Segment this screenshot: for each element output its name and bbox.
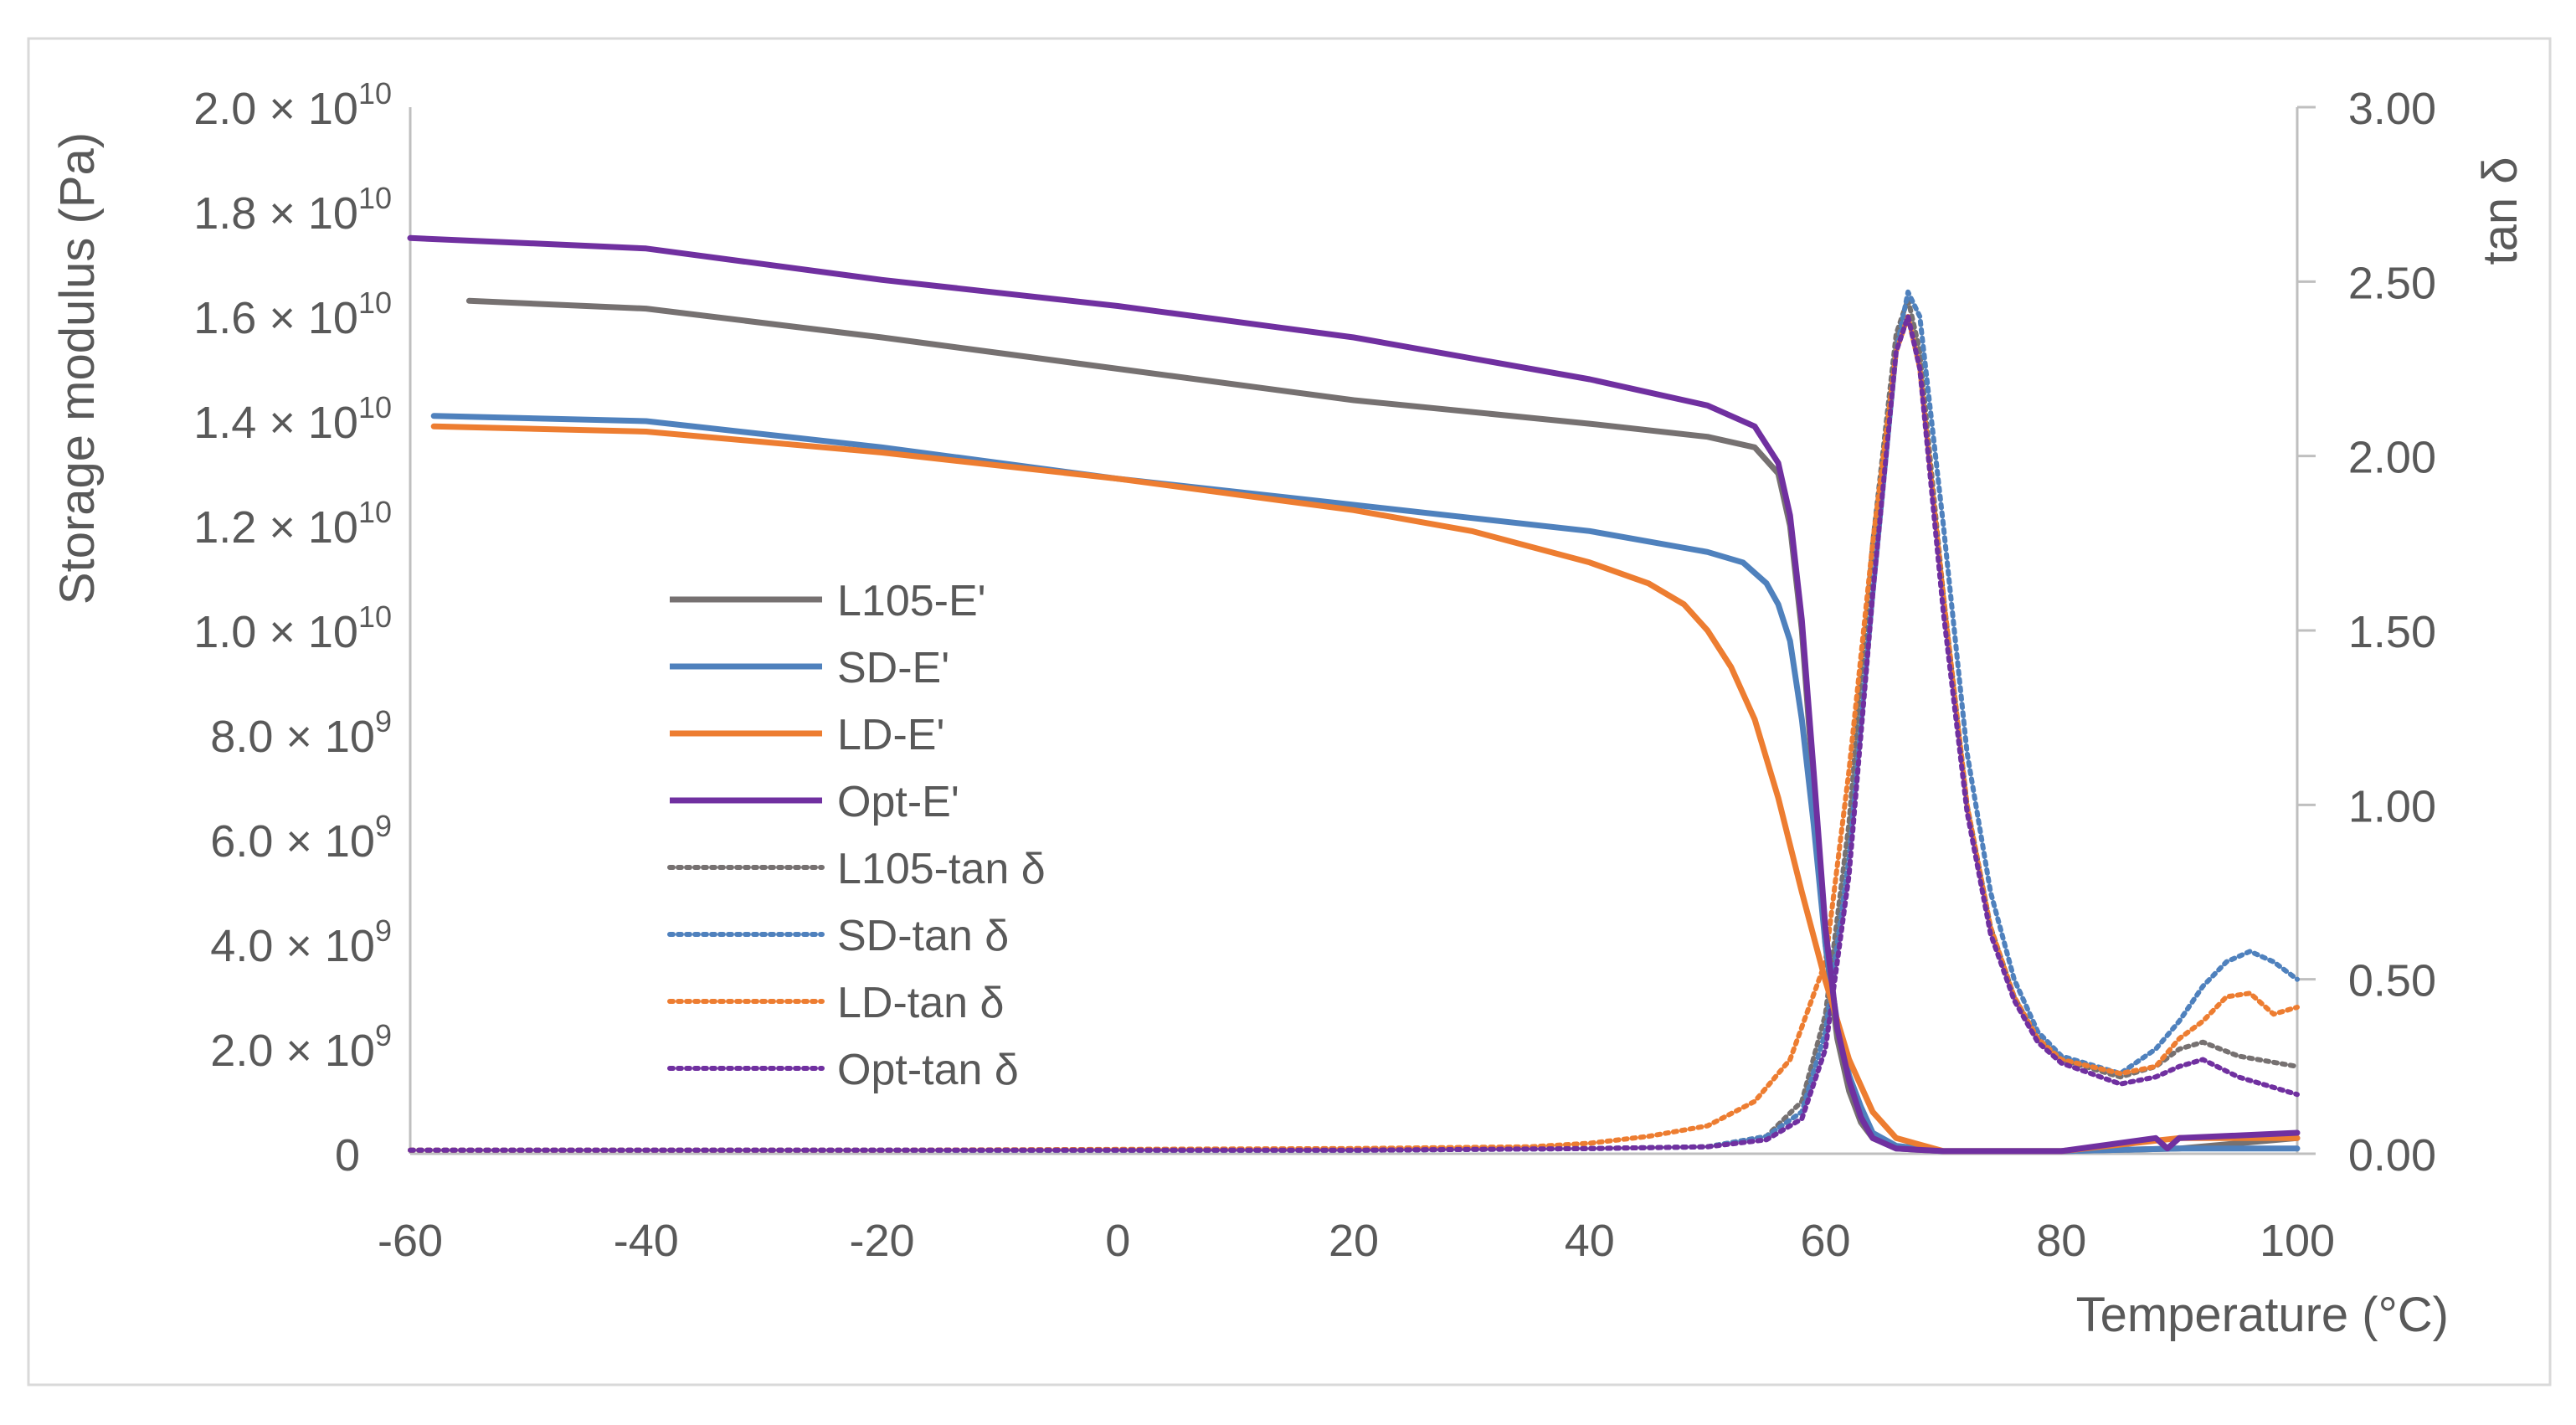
y-left-tick-base: 8.0 × 10 bbox=[210, 712, 375, 762]
y-left-tick: 2.0 × 10 10 bbox=[193, 76, 392, 134]
x-tick-label: 40 bbox=[1565, 1216, 1615, 1266]
legend-label: SD-tan δ bbox=[837, 912, 1009, 960]
legend-label: Opt-E' bbox=[837, 778, 959, 826]
y-left-tick-base: 1.0 × 10 bbox=[193, 607, 358, 657]
x-axis-ticks: -60 -40 -20 0 20 40 60 80 100 bbox=[378, 1216, 2335, 1266]
y-left-tick: 8.0 × 10 9 bbox=[210, 704, 392, 762]
x-tick-label: 100 bbox=[2260, 1216, 2335, 1266]
x-tick-label: 0 bbox=[1105, 1216, 1130, 1266]
y-left-tick: 1.4 × 10 10 bbox=[193, 390, 392, 448]
legend-item: L105-tan δ bbox=[667, 845, 1046, 893]
y-left-tick: 4.0 × 10 9 bbox=[210, 913, 392, 971]
legend-item: LD-tan δ bbox=[667, 979, 1004, 1027]
legend-item: SD-tan δ bbox=[667, 912, 1009, 960]
legend: L105-E' SD-E' LD-E' Opt-E' L105-tan δ SD-tan … bbox=[667, 577, 1046, 1094]
y-left-tick-exponent: 10 bbox=[358, 286, 392, 320]
x-tick-label: -60 bbox=[378, 1216, 443, 1266]
y-right-tick-label: 2.00 bbox=[2348, 433, 2436, 483]
legend-label: Opt-tan δ bbox=[837, 1046, 1019, 1094]
y-left-tick-exponent: 9 bbox=[375, 809, 392, 843]
y-left-tick-base: 4.0 × 10 bbox=[210, 921, 375, 971]
series-line bbox=[407, 234, 2301, 1155]
x-tick-label: -40 bbox=[614, 1216, 679, 1266]
y-right-axis-title: tan δ bbox=[2473, 157, 2527, 265]
y-right-tick-label: 0.50 bbox=[2348, 956, 2436, 1006]
y-left-tick-exponent: 9 bbox=[375, 1018, 392, 1052]
y-left-tick-exponent: 9 bbox=[375, 704, 392, 738]
y-left-tick-base: 2.0 × 10 bbox=[193, 84, 358, 134]
legend-item: Opt-tan δ bbox=[667, 1046, 1019, 1094]
y-left-tick-exponent: 10 bbox=[358, 181, 392, 215]
y-left-tick: 0 bbox=[335, 1130, 360, 1181]
y-left-tick-exponent: 9 bbox=[375, 913, 392, 948]
y-left-tick-base: 1.4 × 10 bbox=[193, 398, 358, 448]
y-left-tick: 1.8 × 10 10 bbox=[193, 181, 392, 239]
y-right-tick-label: 3.00 bbox=[2348, 84, 2436, 134]
y-left-axis-title: Storage modulus (Pa) bbox=[50, 132, 105, 604]
y-left-tick-base: 1.2 × 10 bbox=[193, 502, 358, 553]
x-tick-label: 80 bbox=[2036, 1216, 2086, 1266]
y-left-tick: 2.0 × 10 9 bbox=[210, 1018, 392, 1076]
y-left-tick-base: 6.0 × 10 bbox=[210, 816, 375, 867]
x-axis-title: Temperature (°C) bbox=[2076, 1288, 2449, 1342]
y-right-tick-label: 0.00 bbox=[2348, 1130, 2436, 1181]
y-left-tick: 1.0 × 10 10 bbox=[193, 599, 392, 657]
x-tick-label: -20 bbox=[849, 1216, 914, 1266]
y-left-tick-base: 1.8 × 10 bbox=[193, 188, 358, 239]
y-right-tick-label: 1.00 bbox=[2348, 781, 2436, 831]
y-right-tick-label: 1.50 bbox=[2348, 607, 2436, 657]
legend-item: Opt-E' bbox=[670, 778, 959, 826]
y-left-tick-base: 1.6 × 10 bbox=[193, 293, 358, 343]
legend-item: LD-E' bbox=[670, 711, 944, 759]
x-tick-label: 60 bbox=[1800, 1216, 1850, 1266]
series-layer bbox=[407, 234, 2301, 1155]
left-axis-ticks: 02.0 × 10 94.0 × 10 96.0 × 10 98.0 × 10 91.0… bbox=[193, 76, 392, 1181]
legend-item: SD-E' bbox=[670, 644, 949, 692]
y-left-tick-exponent: 10 bbox=[358, 76, 392, 111]
legend-label: L105-E' bbox=[837, 577, 986, 625]
x-tick-label: 20 bbox=[1329, 1216, 1379, 1266]
y-left-tick-exponent: 10 bbox=[358, 599, 392, 634]
y-left-tick: 1.6 × 10 10 bbox=[193, 286, 392, 343]
legend-label: LD-E' bbox=[837, 711, 944, 759]
legend-label: LD-tan δ bbox=[837, 979, 1004, 1027]
y-right-tick-label: 2.50 bbox=[2348, 258, 2436, 308]
y-left-tick-base: 2.0 × 10 bbox=[210, 1026, 375, 1076]
y-left-tick: 1.2 × 10 10 bbox=[193, 495, 392, 553]
y-left-tick-exponent: 10 bbox=[358, 495, 392, 529]
series-line bbox=[408, 314, 2300, 1153]
right-axis-ticks: 0.00 0.50 1.00 1.50 2.00 2.50 3.00 bbox=[2297, 84, 2436, 1181]
y-left-tick: 6.0 × 10 9 bbox=[210, 809, 392, 867]
legend-label: SD-E' bbox=[837, 644, 949, 692]
legend-item: L105-E' bbox=[670, 577, 986, 625]
y-left-tick-base: 0 bbox=[335, 1130, 360, 1181]
chart-border bbox=[27, 37, 2552, 1386]
legend-label: L105-tan δ bbox=[837, 845, 1046, 893]
y-left-tick-exponent: 10 bbox=[358, 390, 392, 424]
